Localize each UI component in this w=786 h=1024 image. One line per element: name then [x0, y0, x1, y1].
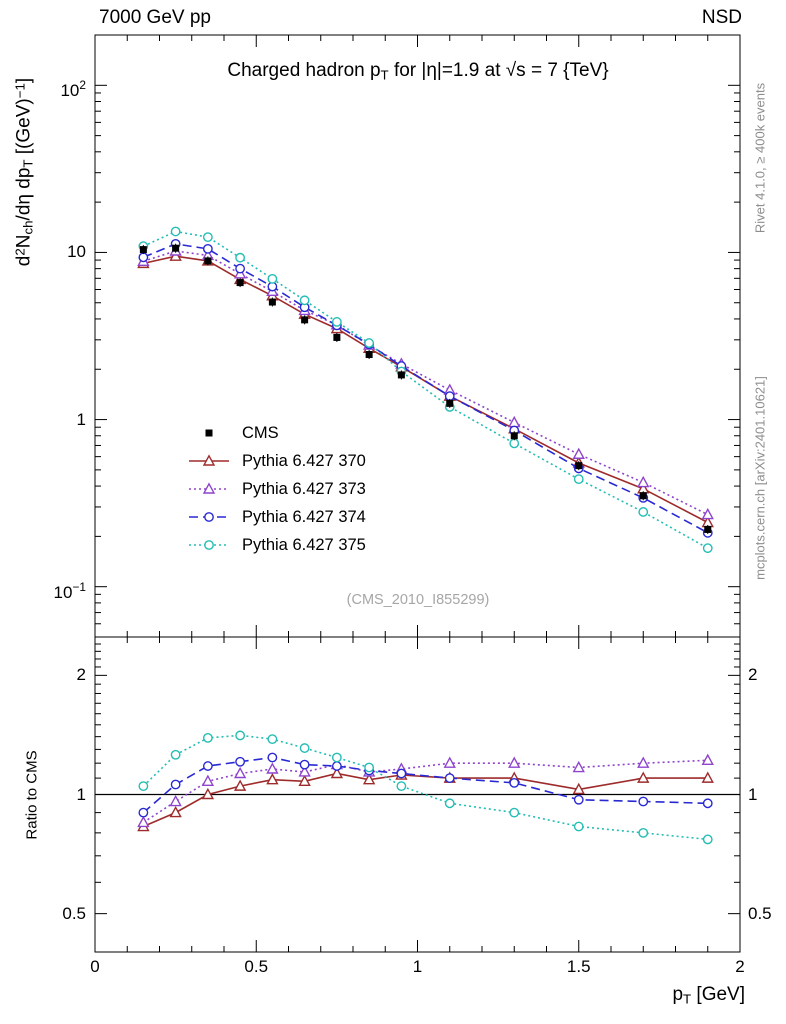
legend-label-pythia-374: Pythia 6.427 374 — [242, 507, 366, 526]
analysis-id-watermark: (CMS_2010_I855299) — [346, 592, 490, 608]
legend-label-pythia-370: Pythia 6.427 370 — [242, 451, 366, 470]
series-pythia-6-427-374 — [138, 238, 713, 818]
x-tick-label: 1.5 — [566, 957, 591, 976]
legend: CMS Pythia 6.427 370 Pythia 6.427 373 Py… — [186, 419, 366, 559]
x-axis-title-subscript: T — [683, 991, 692, 1007]
plot-title-text-post: for |η|=1.9 at √s = 7 {TeV} — [388, 60, 609, 81]
series-pythia-6-427-373 — [137, 244, 714, 828]
plot-title: Charged hadron pT for |η|=1.9 at √s = 7 … — [227, 60, 608, 82]
event-class-label: NSD — [701, 7, 742, 28]
series-cms-data-points — [139, 243, 712, 534]
legend-item-pythia-373: Pythia 6.427 373 — [186, 475, 366, 503]
ratio-y-tick-label-left: 2 — [76, 665, 86, 685]
beam-energy-label: 7000 GeV pp — [99, 7, 211, 28]
ratio-y-axis-title: Ratio to CMS — [23, 750, 41, 840]
legend-item-pythia-374: Pythia 6.427 374 — [186, 503, 366, 531]
legend-sample-cms — [205, 429, 213, 437]
legend-sample-pythia-373 — [189, 482, 229, 494]
ratio-y-tick-label-right: 1 — [748, 784, 758, 804]
legend-label-pythia-373: Pythia 6.427 373 — [242, 479, 366, 498]
ratio-y-tick-label-left: 1 — [76, 784, 86, 804]
plot-title-subscript: T — [380, 67, 389, 83]
legend-sample-pythia-374 — [189, 512, 229, 522]
legend-sample-pythia-375 — [189, 540, 229, 550]
legend-item-pythia-370: Pythia 6.427 370 — [186, 447, 366, 475]
legend-item-pythia-375: Pythia 6.427 375 — [186, 531, 366, 559]
legend-label-pythia-375: Pythia 6.427 375 — [242, 535, 366, 554]
main-y-tick-label: 10 — [67, 242, 86, 262]
main-y-axis-title: d2Nch/dη dpT [(GeV)−1] — [12, 77, 36, 267]
x-tick-label: 0.5 — [244, 957, 269, 976]
x-axis-title-text: p — [672, 984, 684, 1005]
main-y-tick-label: 102 — [60, 78, 86, 101]
legend-item-cms: CMS — [186, 419, 366, 447]
main-y-tick-label: 10−1 — [53, 579, 86, 602]
legend-sample-pythia-370 — [189, 454, 229, 466]
ratio-y-tick-label-left: 0.5 — [62, 903, 86, 923]
rivet-version-note: Rivet 4.1.0, ≥ 400k events — [752, 82, 768, 234]
x-axis-title-text-post: [GeV] — [691, 984, 745, 1005]
ratio-y-tick-label-right: 2 — [748, 665, 758, 685]
ratio-y-tick-label-right: 0.5 — [748, 903, 772, 923]
mcplots-reference-note: mcplots.cern.ch [arXiv:2401.10621] — [752, 376, 768, 580]
plot-title-text: Charged hadron p — [227, 60, 381, 81]
main-y-tick-label: 1 — [76, 409, 86, 429]
legend-label-cms: CMS — [242, 423, 279, 442]
x-tick-label: 1 — [412, 957, 423, 976]
x-axis-title: pT [GeV] — [672, 984, 745, 1006]
x-tick-label: 0 — [90, 957, 100, 976]
x-tick-label: 2 — [735, 957, 745, 976]
